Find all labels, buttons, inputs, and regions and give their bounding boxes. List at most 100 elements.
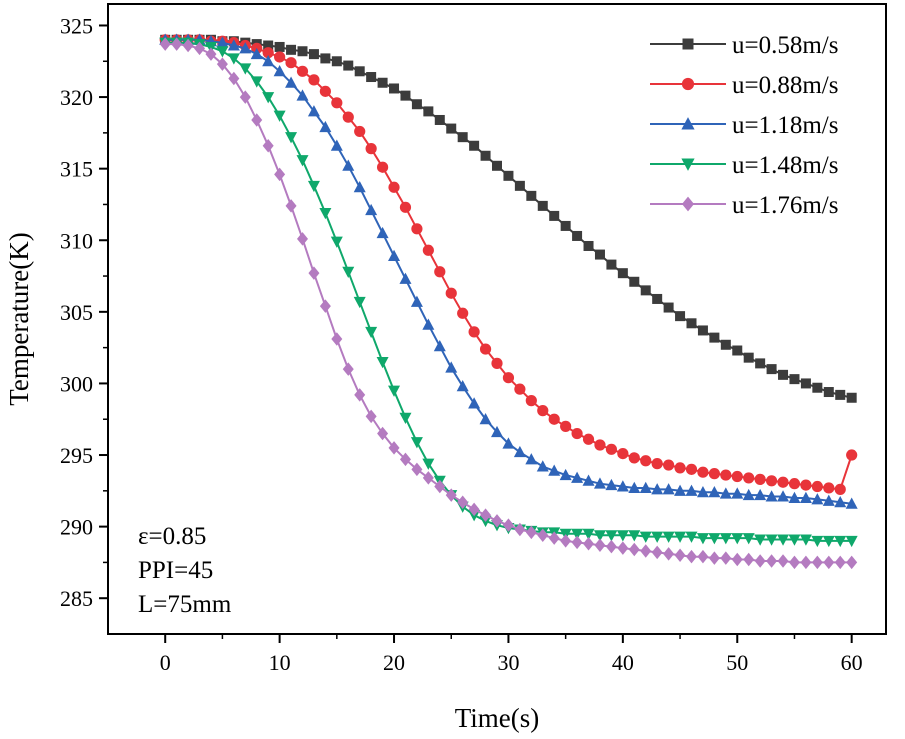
data-point	[330, 236, 343, 248]
data-point	[434, 266, 446, 278]
data-point	[674, 548, 686, 562]
data-point	[571, 427, 583, 440]
data-point	[777, 554, 789, 568]
data-point	[708, 468, 720, 480]
data-point	[697, 466, 709, 478]
data-point	[743, 352, 754, 363]
data-point	[674, 462, 686, 474]
data-point	[799, 491, 812, 503]
x-tick-label: 60	[841, 650, 863, 675]
legend-label: u=0.58m/s	[732, 32, 838, 59]
data-point	[628, 452, 640, 464]
data-point	[593, 477, 606, 489]
data-point	[663, 459, 675, 471]
y-tick-label: 290	[60, 515, 93, 540]
data-point	[800, 555, 812, 570]
data-point	[640, 455, 652, 467]
series-3	[159, 33, 858, 509]
data-point	[502, 372, 515, 384]
data-point	[686, 318, 697, 329]
data-point	[205, 47, 217, 61]
data-point	[228, 71, 240, 86]
data-point	[239, 63, 252, 75]
data-point	[822, 535, 835, 548]
data-point	[457, 495, 469, 510]
data-point	[342, 111, 354, 123]
data-point	[377, 77, 388, 88]
data-point	[342, 159, 355, 171]
data-point	[331, 332, 343, 346]
data-point	[834, 496, 847, 508]
data-point	[743, 472, 755, 484]
data-point	[285, 76, 298, 88]
data-point	[491, 425, 503, 438]
data-point	[410, 295, 423, 307]
data-point	[513, 445, 526, 458]
data-point	[526, 190, 537, 201]
data-point	[582, 433, 595, 445]
data-point	[469, 140, 480, 151]
data-point	[446, 123, 457, 134]
data-point	[742, 533, 755, 545]
data-point	[514, 383, 526, 395]
data-point	[754, 488, 767, 501]
data-point	[640, 285, 651, 296]
data-point	[628, 481, 641, 493]
data-point	[537, 528, 549, 542]
data-point	[628, 542, 640, 557]
data-point	[846, 392, 857, 403]
data-point	[777, 534, 790, 546]
legend-item-1: u=0.58m/s	[650, 32, 838, 59]
y-tick-label: 315	[60, 157, 93, 182]
data-point	[800, 479, 812, 491]
data-point	[731, 533, 744, 545]
annotation-length: L=75mm	[138, 591, 232, 618]
data-point	[537, 200, 548, 211]
data-point	[159, 37, 171, 51]
data-point	[365, 409, 377, 424]
data-point	[674, 531, 687, 543]
data-point	[548, 531, 560, 545]
data-point	[376, 161, 389, 173]
data-point	[651, 458, 663, 470]
data-point	[468, 397, 481, 409]
x-axis-title: Time(s)	[455, 703, 540, 733]
data-point	[788, 478, 801, 490]
legend-marker	[682, 38, 694, 50]
data-point	[559, 468, 572, 481]
data-point	[799, 534, 812, 546]
data-point	[754, 554, 766, 568]
data-point	[491, 357, 503, 369]
x-tick-label: 10	[269, 650, 291, 675]
data-point	[216, 46, 229, 58]
data-point	[675, 311, 686, 322]
data-point	[766, 554, 778, 568]
data-point	[354, 388, 366, 402]
data-point	[422, 318, 435, 330]
data-point	[617, 268, 628, 279]
data-point	[239, 42, 252, 54]
legend-marker	[681, 196, 695, 212]
data-point	[571, 528, 584, 541]
data-point	[250, 76, 263, 88]
data-point	[765, 534, 778, 546]
data-point	[479, 343, 492, 355]
annotation-porosity: ε=0.85	[138, 523, 206, 550]
legend-marker	[681, 77, 695, 91]
data-point	[399, 201, 412, 213]
data-point	[376, 356, 389, 369]
x-tick-label: 40	[612, 650, 634, 675]
data-point	[846, 555, 858, 570]
legend-item-4: u=1.48m/s	[650, 152, 838, 179]
data-point	[594, 538, 606, 552]
data-point	[697, 325, 708, 336]
data-point	[354, 125, 366, 138]
data-point	[388, 441, 400, 455]
data-point	[742, 488, 755, 501]
data-point	[296, 155, 309, 167]
data-point	[834, 483, 846, 495]
data-point	[708, 486, 721, 498]
data-point	[789, 374, 800, 385]
data-point	[423, 106, 434, 117]
data-point	[525, 453, 538, 465]
